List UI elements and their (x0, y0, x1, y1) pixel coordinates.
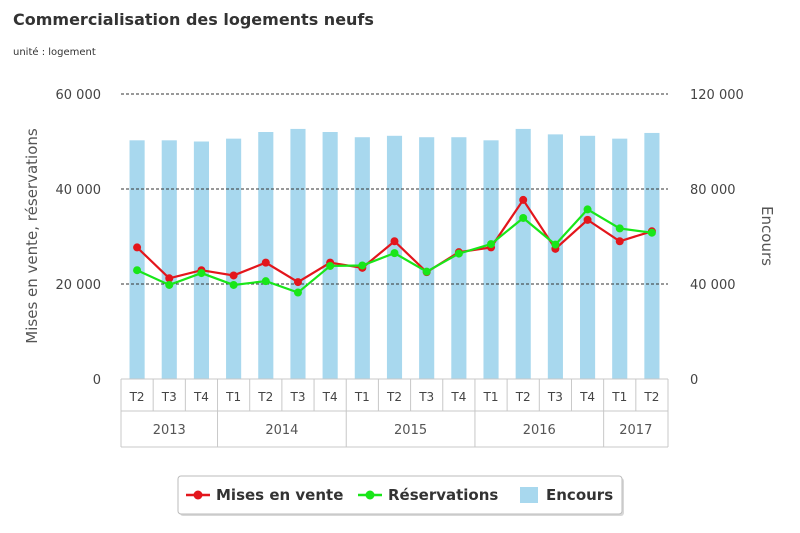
point-mises-en-vente (390, 237, 399, 246)
point-mises-en-vente (165, 274, 174, 283)
legend-marker-mises-en-vente (193, 490, 203, 500)
x-tick-quarter: T4 (193, 390, 209, 404)
point-r-servations (293, 288, 302, 297)
x-tick-quarter: T2 (515, 390, 531, 404)
point-r-servations (615, 224, 624, 233)
bar-encours (290, 128, 306, 379)
bar-encours (579, 135, 596, 379)
point-mises-en-vente (293, 278, 302, 287)
x-tick-quarter: T1 (483, 390, 499, 404)
y-tick-left: 0 (93, 373, 101, 388)
legend-label-encours: Encours (546, 486, 613, 504)
plot-area: 0 20 000 40 000 60 000 0 40 000 80 000 120 000 T… (56, 88, 744, 448)
bar-encours (483, 140, 499, 379)
x-tick-quarter: T1 (225, 390, 241, 404)
bar-encours (644, 132, 660, 379)
x-tick-year: 2016 (523, 423, 556, 438)
point-r-servations (647, 228, 656, 237)
bar-encours (515, 128, 531, 379)
bar-encours (322, 132, 338, 379)
point-r-servations (165, 280, 174, 289)
y-axis-left-title: Mises en vente, réservations (23, 128, 41, 344)
y-tick-left: 40 000 (56, 183, 102, 198)
point-r-servations (390, 249, 399, 258)
x-tick-quarter: T2 (386, 390, 402, 404)
x-tick-year: 2013 (153, 423, 186, 438)
bar-encours (258, 132, 274, 379)
chart-subtitle: unité : logement (13, 46, 96, 58)
x-tick-quarter: T2 (643, 390, 659, 404)
point-r-servations (197, 269, 206, 278)
x-tick-quarter: T1 (354, 390, 370, 404)
legend-label-r-servations: Réservations (388, 486, 498, 504)
point-r-servations (454, 249, 463, 258)
legend-swatch-encours (520, 487, 538, 503)
bar-encours (354, 137, 370, 379)
point-r-servations (583, 205, 592, 214)
x-tick-quarter: T4 (450, 390, 466, 404)
bar-encours (451, 137, 467, 379)
x-tick-year: 2017 (619, 423, 652, 438)
legend-box (177, 475, 623, 515)
x-tick-quarter: T4 (579, 390, 595, 404)
x-tick-quarter: T3 (161, 390, 177, 404)
bar-encours (386, 135, 403, 379)
point-mises-en-vente (615, 237, 624, 246)
y-tick-left: 20 000 (56, 278, 102, 293)
point-r-servations (133, 266, 142, 275)
legend-label-mises-en-vente: Mises en vente (216, 486, 343, 504)
x-tick-quarter: T3 (547, 390, 563, 404)
legend[interactable]: Mises en vente Réservations Encours (177, 475, 624, 516)
point-r-servations (358, 261, 367, 270)
x-tick-quarter: T2 (257, 390, 273, 404)
point-r-servations (422, 267, 431, 276)
point-r-servations (261, 277, 270, 286)
point-mises-en-vente (583, 215, 592, 224)
point-r-servations (519, 213, 528, 222)
bar-encours (193, 141, 210, 379)
bar-encours (226, 138, 242, 379)
x-tick-quarter: T3 (418, 390, 434, 404)
bar-encours (419, 137, 435, 379)
y-tick-right: 80 000 (690, 183, 736, 198)
point-mises-en-vente (229, 271, 238, 280)
bar-encours (129, 140, 145, 379)
point-mises-en-vente (133, 243, 142, 252)
chart-title: Commercialisation des logements neufs (13, 10, 374, 29)
bar-encours (612, 138, 628, 379)
point-r-servations (487, 240, 496, 249)
point-mises-en-vente (519, 195, 528, 204)
point-mises-en-vente (261, 258, 270, 267)
y-tick-right: 40 000 (690, 278, 736, 293)
point-r-servations (551, 240, 560, 249)
x-tick-year: 2015 (394, 423, 427, 438)
y-axis-right-title: Encours (758, 206, 776, 266)
x-tick-quarter: T1 (611, 390, 627, 404)
x-tick-quarter: T3 (289, 390, 305, 404)
y-tick-left: 60 000 (56, 88, 102, 103)
point-r-servations (229, 280, 238, 289)
y-tick-right: 0 (690, 373, 698, 388)
point-r-servations (326, 261, 335, 270)
y-tick-right: 120 000 (690, 88, 744, 103)
x-tick-quarter: T4 (322, 390, 338, 404)
x-tick-quarter: T2 (129, 390, 145, 404)
x-tick-year: 2014 (265, 423, 298, 438)
bar-encours (161, 140, 177, 379)
bar-encours (547, 134, 563, 379)
legend-marker-r-servations (365, 490, 375, 500)
